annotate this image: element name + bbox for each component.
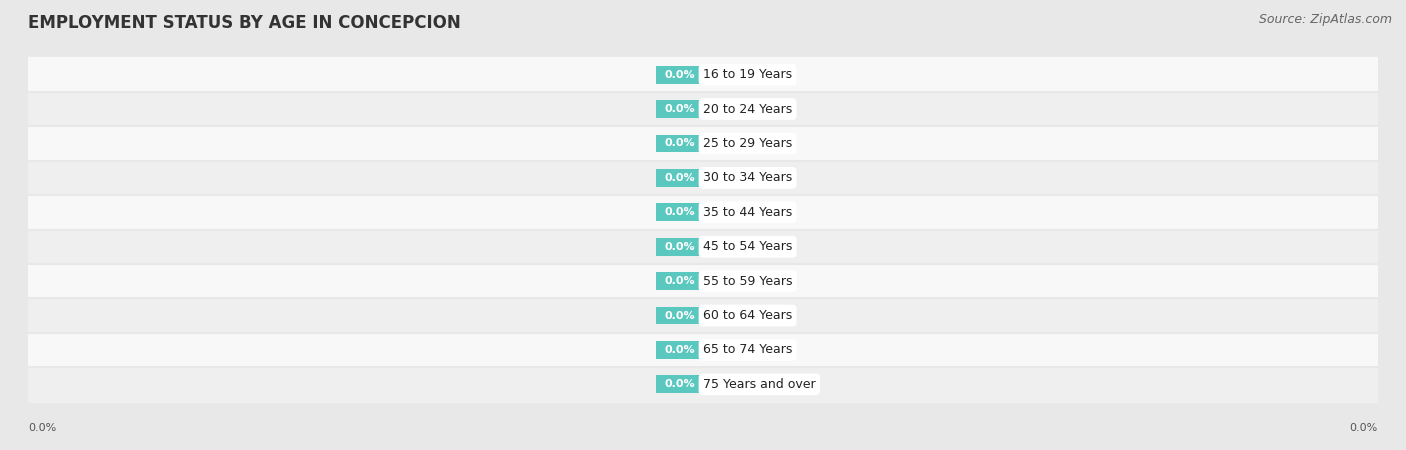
Bar xyxy=(655,306,703,324)
Text: 0.0%: 0.0% xyxy=(664,345,695,355)
Bar xyxy=(655,135,703,153)
Bar xyxy=(28,333,1378,367)
Text: 0.0%: 0.0% xyxy=(28,423,56,433)
Bar xyxy=(28,126,1378,161)
Text: 0.0%: 0.0% xyxy=(1350,423,1378,433)
Text: 0.0%: 0.0% xyxy=(664,379,695,389)
Bar xyxy=(703,169,751,187)
Text: 60 to 64 Years: 60 to 64 Years xyxy=(703,309,792,322)
Bar xyxy=(28,264,1378,298)
Bar xyxy=(703,341,751,359)
Bar xyxy=(655,66,703,84)
Text: 0.0%: 0.0% xyxy=(711,173,742,183)
Text: 25 to 29 Years: 25 to 29 Years xyxy=(703,137,792,150)
Bar xyxy=(655,272,703,290)
Bar xyxy=(28,298,1378,333)
Text: 20 to 24 Years: 20 to 24 Years xyxy=(703,103,792,116)
Text: 0.0%: 0.0% xyxy=(664,173,695,183)
Text: 0.0%: 0.0% xyxy=(664,104,695,114)
Bar xyxy=(28,161,1378,195)
Bar xyxy=(703,100,751,118)
Text: 0.0%: 0.0% xyxy=(711,379,742,389)
Bar xyxy=(655,341,703,359)
Text: 0.0%: 0.0% xyxy=(664,139,695,148)
Text: 0.0%: 0.0% xyxy=(664,70,695,80)
Text: EMPLOYMENT STATUS BY AGE IN CONCEPCION: EMPLOYMENT STATUS BY AGE IN CONCEPCION xyxy=(28,14,461,32)
Text: 0.0%: 0.0% xyxy=(664,310,695,320)
Text: 0.0%: 0.0% xyxy=(711,207,742,217)
Bar xyxy=(28,195,1378,230)
Text: 0.0%: 0.0% xyxy=(711,345,742,355)
Bar xyxy=(703,306,751,324)
Text: 16 to 19 Years: 16 to 19 Years xyxy=(703,68,792,81)
Text: 0.0%: 0.0% xyxy=(711,139,742,148)
Bar xyxy=(655,169,703,187)
Text: 0.0%: 0.0% xyxy=(711,242,742,252)
Bar xyxy=(28,230,1378,264)
Bar xyxy=(703,203,751,221)
Bar xyxy=(703,135,751,153)
Bar xyxy=(655,203,703,221)
Bar xyxy=(703,375,751,393)
Text: 0.0%: 0.0% xyxy=(664,276,695,286)
Text: 45 to 54 Years: 45 to 54 Years xyxy=(703,240,793,253)
Bar xyxy=(28,367,1378,401)
Bar xyxy=(28,58,1378,92)
Text: 55 to 59 Years: 55 to 59 Years xyxy=(703,274,793,288)
Bar xyxy=(655,375,703,393)
Text: 75 Years and over: 75 Years and over xyxy=(703,378,815,391)
Text: 0.0%: 0.0% xyxy=(664,242,695,252)
Bar xyxy=(703,66,751,84)
Text: 30 to 34 Years: 30 to 34 Years xyxy=(703,171,792,184)
Text: 0.0%: 0.0% xyxy=(711,276,742,286)
Text: 0.0%: 0.0% xyxy=(711,70,742,80)
Text: Source: ZipAtlas.com: Source: ZipAtlas.com xyxy=(1258,14,1392,27)
Text: 65 to 74 Years: 65 to 74 Years xyxy=(703,343,793,356)
Text: 0.0%: 0.0% xyxy=(711,310,742,320)
Bar xyxy=(703,272,751,290)
Bar xyxy=(655,100,703,118)
Text: 35 to 44 Years: 35 to 44 Years xyxy=(703,206,792,219)
Bar xyxy=(703,238,751,256)
Text: 0.0%: 0.0% xyxy=(711,104,742,114)
Bar xyxy=(655,238,703,256)
Text: 0.0%: 0.0% xyxy=(664,207,695,217)
Bar xyxy=(28,92,1378,126)
